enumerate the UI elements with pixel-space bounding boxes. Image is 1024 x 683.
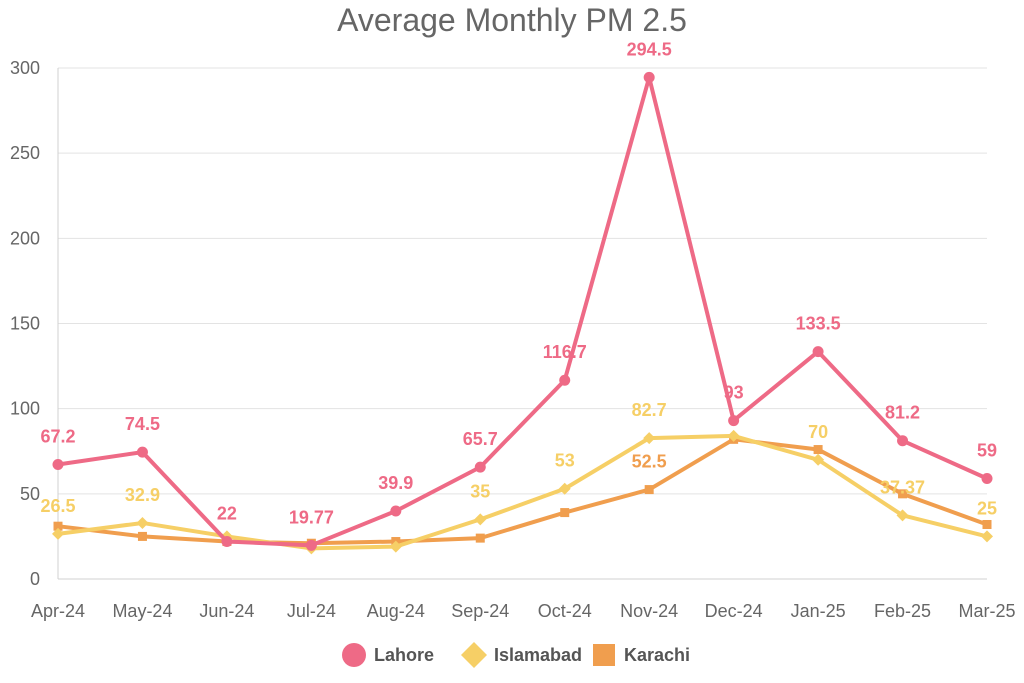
y-tick-label: 250: [10, 143, 40, 163]
x-tick-label: Aug-24: [367, 601, 425, 621]
data-point: [812, 346, 824, 358]
data-label: 294.5: [627, 39, 672, 59]
data-point: [52, 459, 64, 471]
data-point: [981, 530, 993, 543]
data-point: [812, 453, 825, 466]
x-tick-label: Jul-24: [287, 601, 336, 621]
data-point: [137, 531, 147, 541]
legend-marker-circle-icon: [342, 643, 366, 667]
x-tick-label: Mar-25: [958, 601, 1015, 621]
data-point: [305, 539, 317, 551]
data-point: [475, 533, 485, 543]
series-line-karachi: [56, 437, 989, 546]
x-tick-label: Nov-24: [620, 601, 678, 621]
x-tick-label: Jan-25: [791, 601, 846, 621]
data-point: [474, 513, 487, 526]
data-point: [644, 485, 654, 495]
data-point: [136, 516, 149, 529]
y-tick-label: 150: [10, 314, 40, 334]
data-point: [221, 536, 233, 548]
y-tick-label: 100: [10, 399, 40, 419]
data-point: [643, 71, 655, 83]
data-label: 22: [217, 504, 237, 524]
y-tick-label: 200: [10, 228, 40, 248]
data-label: 59: [977, 441, 997, 461]
legend-marker-square-icon: [593, 644, 615, 666]
data-label: 93: [724, 383, 744, 403]
data-label: 81.2: [885, 403, 920, 423]
y-tick-label: 0: [30, 569, 40, 589]
data-label: 52.5: [632, 452, 667, 472]
y-tick-label: 50: [20, 484, 40, 504]
legend-label: Lahore: [374, 645, 434, 665]
data-point: [560, 508, 570, 518]
data-point: [558, 482, 571, 495]
legend-label: Islamabad: [494, 645, 582, 665]
series-line-lahore: [56, 75, 989, 548]
x-tick-label: Dec-24: [705, 601, 763, 621]
data-label: 32.9: [125, 485, 160, 505]
data-label: 116.7: [543, 342, 587, 362]
x-tick-label: May-24: [112, 601, 172, 621]
legend-marker-diamond-icon: [461, 642, 487, 668]
series-line-islamabad: [56, 433, 989, 551]
data-point: [53, 521, 63, 531]
chart-title: Average Monthly PM 2.5: [337, 2, 687, 38]
data-point: [813, 445, 823, 455]
x-tick-label: Jun-24: [199, 601, 254, 621]
data-point: [389, 540, 402, 553]
x-tick-label: Sep-24: [451, 601, 509, 621]
x-tick-label: Apr-24: [31, 601, 85, 621]
data-label: 39.9: [378, 473, 413, 493]
data-point: [52, 527, 64, 540]
data-point: [390, 505, 402, 517]
x-tick-label: Feb-25: [874, 601, 931, 621]
data-label: 35: [470, 481, 490, 501]
data-point: [559, 374, 571, 386]
data-label: 25: [977, 498, 997, 518]
data-label: 67.2: [40, 427, 75, 447]
data-point: [982, 519, 992, 529]
data-point: [136, 446, 148, 458]
data-point: [981, 473, 993, 485]
data-point: [896, 509, 909, 522]
data-point: [728, 415, 740, 427]
data-label: 65.7: [463, 429, 498, 449]
data-label: 133.5: [796, 314, 841, 334]
y-tick-label: 300: [10, 58, 40, 78]
data-label: 53: [555, 451, 575, 471]
data-label: 37.37: [880, 477, 925, 497]
x-tick-label: Oct-24: [538, 601, 592, 621]
data-label: 26.5: [40, 496, 75, 516]
data-point: [643, 432, 656, 445]
data-point: [898, 489, 908, 499]
data-point: [474, 461, 486, 473]
data-label: 74.5: [125, 414, 160, 434]
legend-label: Karachi: [624, 645, 690, 665]
data-point: [727, 429, 740, 442]
data-label: 19.77: [289, 507, 334, 527]
data-label: 70: [808, 422, 828, 442]
data-label: 82.7: [632, 400, 667, 420]
data-point: [897, 435, 909, 447]
